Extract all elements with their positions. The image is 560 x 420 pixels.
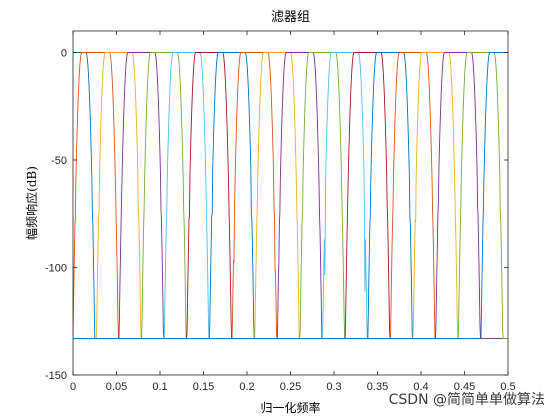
x-tick-label: 0.2 xyxy=(239,381,254,393)
tick-layer: 0 0.05 0.1 0.15 0.2 0.25 0.3 0.35 0.4 0.45 0.5 0 -50… xyxy=(45,31,516,393)
x-tick-label: 0.25 xyxy=(280,381,301,393)
series-layer xyxy=(73,52,508,339)
y-tick-label: 0 xyxy=(61,48,67,60)
y-tick-label: -50 xyxy=(51,155,67,167)
x-tick-label: 0.15 xyxy=(193,381,214,393)
plot-area xyxy=(73,31,508,375)
watermark-text: CSDN @简简单单做算法 xyxy=(389,391,545,408)
y-axis-label: 幅频响应(dB) xyxy=(24,166,39,240)
x-tick-label: 0.35 xyxy=(367,381,388,393)
x-tick-label: 0 xyxy=(70,381,76,393)
filter-response-line xyxy=(73,52,508,339)
x-tick-label: 0.5 xyxy=(500,381,515,393)
x-tick-label: 0.1 xyxy=(152,381,167,393)
x-tick-label: 0.3 xyxy=(326,381,341,393)
y-tick-label: -150 xyxy=(45,370,67,382)
x-axis-label: 归一化频率 xyxy=(260,400,320,415)
chart-title: 滤器组 xyxy=(271,10,310,25)
x-tick-label: 0.05 xyxy=(106,381,127,393)
x-tick-label: 0.45 xyxy=(454,381,475,393)
y-tick-label: -100 xyxy=(45,263,67,275)
x-tick-label: 0.4 xyxy=(413,381,428,393)
